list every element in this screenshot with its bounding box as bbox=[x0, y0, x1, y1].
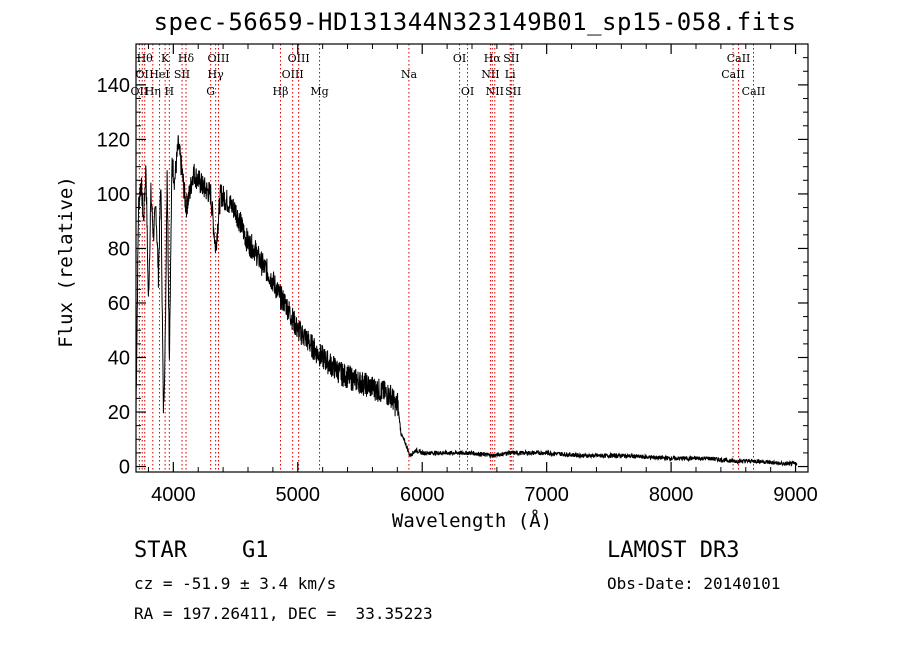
line-label-4102: Hδ bbox=[178, 52, 195, 65]
x-tick-label: 7000 bbox=[524, 484, 569, 506]
line-label-6300: OI bbox=[453, 52, 466, 65]
axis-ticks: 4000 5000 6000 7000 8000 9000 0 20 40 60 80 100 120 1… bbox=[97, 44, 818, 506]
line-label-8662: CaII bbox=[742, 85, 766, 98]
y-tick-label: 140 bbox=[97, 75, 130, 97]
spectral-line-labels: OII OI Hθ Hη HeI K H SII Hδ G Hγ OIII Hβ OIII OIII Mg Na… bbox=[131, 52, 766, 98]
line-label-4300: G bbox=[206, 85, 215, 98]
x-tick-label: 9000 bbox=[773, 484, 818, 506]
line-label-8542: CaII bbox=[727, 52, 751, 65]
coordinates-info: RA = 197.26411, DEC = 33.35223 bbox=[134, 604, 433, 623]
line-label-4070: SII bbox=[174, 68, 190, 81]
line-label-6707: Li bbox=[505, 68, 516, 81]
survey-name: LAMOST DR3 bbox=[607, 538, 740, 563]
line-label-6716: SII bbox=[503, 52, 519, 65]
y-tick-label: 100 bbox=[97, 184, 130, 206]
line-label-6563: Hα bbox=[484, 52, 502, 65]
line-label-5175: Mg bbox=[310, 85, 328, 98]
line-label-6548: NII bbox=[481, 68, 499, 81]
y-tick-label: 40 bbox=[108, 348, 130, 370]
line-label-5007: OIII bbox=[288, 52, 310, 65]
x-tick-label: 5000 bbox=[276, 484, 321, 506]
x-tick-label: 4000 bbox=[151, 484, 196, 506]
y-tick-label: 0 bbox=[119, 457, 130, 479]
line-label-4959: OIII bbox=[282, 68, 304, 81]
y-axis-label: Flux (relative) bbox=[55, 176, 77, 348]
line-label-3934: K bbox=[161, 52, 170, 65]
y-tick-label: 20 bbox=[108, 402, 130, 424]
line-label-3835: Hη bbox=[145, 85, 161, 98]
line-label-3750: OI bbox=[136, 68, 149, 81]
y-tick-label: 120 bbox=[97, 129, 130, 151]
line-label-4861: Hβ bbox=[273, 85, 289, 98]
y-tick-label: 80 bbox=[108, 238, 130, 260]
line-label-3770: Hθ bbox=[137, 52, 154, 65]
line-label-3889: HeI bbox=[149, 68, 169, 81]
x-tick-label: 6000 bbox=[400, 484, 445, 506]
line-label-3727: OII bbox=[131, 85, 149, 98]
y-tick-label: 60 bbox=[108, 293, 130, 315]
chart-title: spec-56659-HD131344N323149B01_sp15-058.f… bbox=[153, 8, 797, 36]
line-label-4363: OIII bbox=[207, 52, 229, 65]
line-label-3968: H bbox=[165, 85, 175, 98]
line-label-6364: OI bbox=[461, 85, 474, 98]
object-class: STAR bbox=[134, 538, 187, 563]
spectrum-series bbox=[135, 135, 798, 467]
line-label-5893: Na bbox=[401, 68, 418, 81]
spectral-line-markers bbox=[138, 44, 754, 472]
x-tick-label: 8000 bbox=[649, 484, 694, 506]
observation-date: Obs-Date: 20140101 bbox=[607, 574, 781, 593]
redshift-info: cz = -51.9 ± 3.4 km/s bbox=[134, 574, 337, 593]
line-label-6731: SII bbox=[505, 85, 521, 98]
line-label-8498: CaII bbox=[721, 68, 745, 81]
spectrum-line bbox=[135, 135, 798, 467]
object-subclass: G1 bbox=[242, 538, 269, 563]
line-label-6583: NII bbox=[486, 85, 504, 98]
x-axis-label: Wavelength (Å) bbox=[391, 510, 553, 532]
plot-frame bbox=[135, 43, 809, 473]
line-label-4340: Hγ bbox=[208, 68, 225, 81]
